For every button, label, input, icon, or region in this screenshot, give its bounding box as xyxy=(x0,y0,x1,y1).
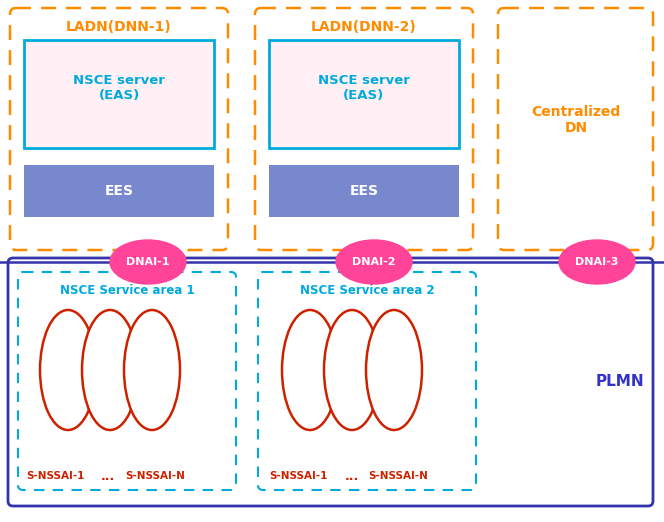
Text: ...: ... xyxy=(101,469,115,482)
Text: DNAI-3: DNAI-3 xyxy=(575,257,619,267)
Ellipse shape xyxy=(282,310,338,430)
Ellipse shape xyxy=(336,240,412,284)
Text: S-NSSAI-1: S-NSSAI-1 xyxy=(26,471,84,481)
Text: LADN(DNN-2): LADN(DNN-2) xyxy=(311,20,417,34)
Text: EES: EES xyxy=(349,184,378,198)
FancyBboxPatch shape xyxy=(18,272,236,490)
FancyBboxPatch shape xyxy=(255,8,473,250)
Ellipse shape xyxy=(40,310,96,430)
Text: DNAI-1: DNAI-1 xyxy=(126,257,170,267)
Text: NSCE Service area 2: NSCE Service area 2 xyxy=(299,284,434,297)
Text: DNAI-2: DNAI-2 xyxy=(352,257,396,267)
Text: NSCE Service area 1: NSCE Service area 1 xyxy=(60,284,195,297)
Bar xyxy=(269,165,459,217)
Text: Centralized
DN: Centralized DN xyxy=(531,105,621,135)
Text: NSCE server
(EAS): NSCE server (EAS) xyxy=(318,74,410,102)
Ellipse shape xyxy=(110,240,186,284)
Text: NSCE server
(EAS): NSCE server (EAS) xyxy=(73,74,165,102)
Ellipse shape xyxy=(366,310,422,430)
Bar xyxy=(269,40,459,148)
Text: S-NSSAI-N: S-NSSAI-N xyxy=(125,471,185,481)
Bar xyxy=(24,40,214,148)
Ellipse shape xyxy=(124,310,180,430)
FancyBboxPatch shape xyxy=(498,8,653,250)
FancyBboxPatch shape xyxy=(10,8,228,250)
FancyBboxPatch shape xyxy=(258,272,476,490)
Ellipse shape xyxy=(82,310,138,430)
Text: S-NSSAI-1: S-NSSAI-1 xyxy=(269,471,327,481)
Text: LADN(DNN-1): LADN(DNN-1) xyxy=(66,20,172,34)
Ellipse shape xyxy=(324,310,380,430)
Text: S-NSSAI-N: S-NSSAI-N xyxy=(368,471,428,481)
Ellipse shape xyxy=(559,240,635,284)
Bar xyxy=(24,165,214,217)
Text: EES: EES xyxy=(104,184,133,198)
Text: PLMN: PLMN xyxy=(596,374,644,389)
FancyBboxPatch shape xyxy=(8,258,653,506)
Text: ...: ... xyxy=(345,469,359,482)
